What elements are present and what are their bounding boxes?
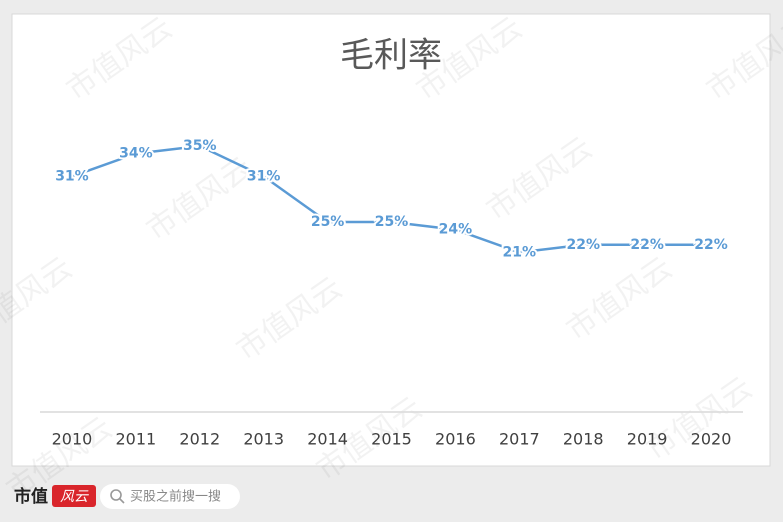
x-tick-label: 2011 (116, 430, 157, 449)
data-line (71, 144, 712, 254)
x-tick-label: 2018 (563, 430, 604, 449)
data-label: 35% (183, 138, 217, 154)
brand-badge (52, 485, 96, 507)
x-tick-label: 2019 (627, 430, 668, 449)
chart-panel (11, 13, 771, 467)
x-tick-label: 2016 (435, 430, 476, 449)
x-tick-label: 2014 (307, 430, 348, 449)
data-label: 22% (630, 237, 664, 253)
data-label: 25% (375, 214, 409, 230)
x-tick-label: 2013 (243, 430, 284, 449)
search-placeholder[interactable]: 买股之前搜一搜 (130, 489, 221, 505)
search-icon (110, 489, 122, 501)
search-box[interactable] (100, 484, 240, 509)
data-label: 34% (119, 146, 153, 162)
x-tick-label: 2010 (52, 430, 93, 449)
data-label: 22% (694, 237, 728, 253)
plot: 2010 2011 2012 2013 2014 2015 2016 2017 2018 2019… (52, 136, 732, 449)
search-icon-handle (119, 498, 125, 504)
data-label: 31% (247, 168, 281, 184)
x-tick-label: 2017 (499, 430, 540, 449)
data-label: 21% (503, 244, 537, 260)
x-tick-label: 2012 (179, 430, 220, 449)
data-label: 24% (439, 222, 473, 238)
data-label: 31% (55, 168, 89, 184)
x-tick-label: 2020 (691, 430, 732, 449)
brand-right: 风云 (60, 489, 89, 505)
x-tick-label: 2015 (371, 430, 412, 449)
brand-left: 市值 (14, 486, 48, 507)
data-label: 25% (311, 214, 345, 230)
chart-title: 毛利率 (340, 36, 442, 76)
data-label: 22% (566, 237, 600, 253)
